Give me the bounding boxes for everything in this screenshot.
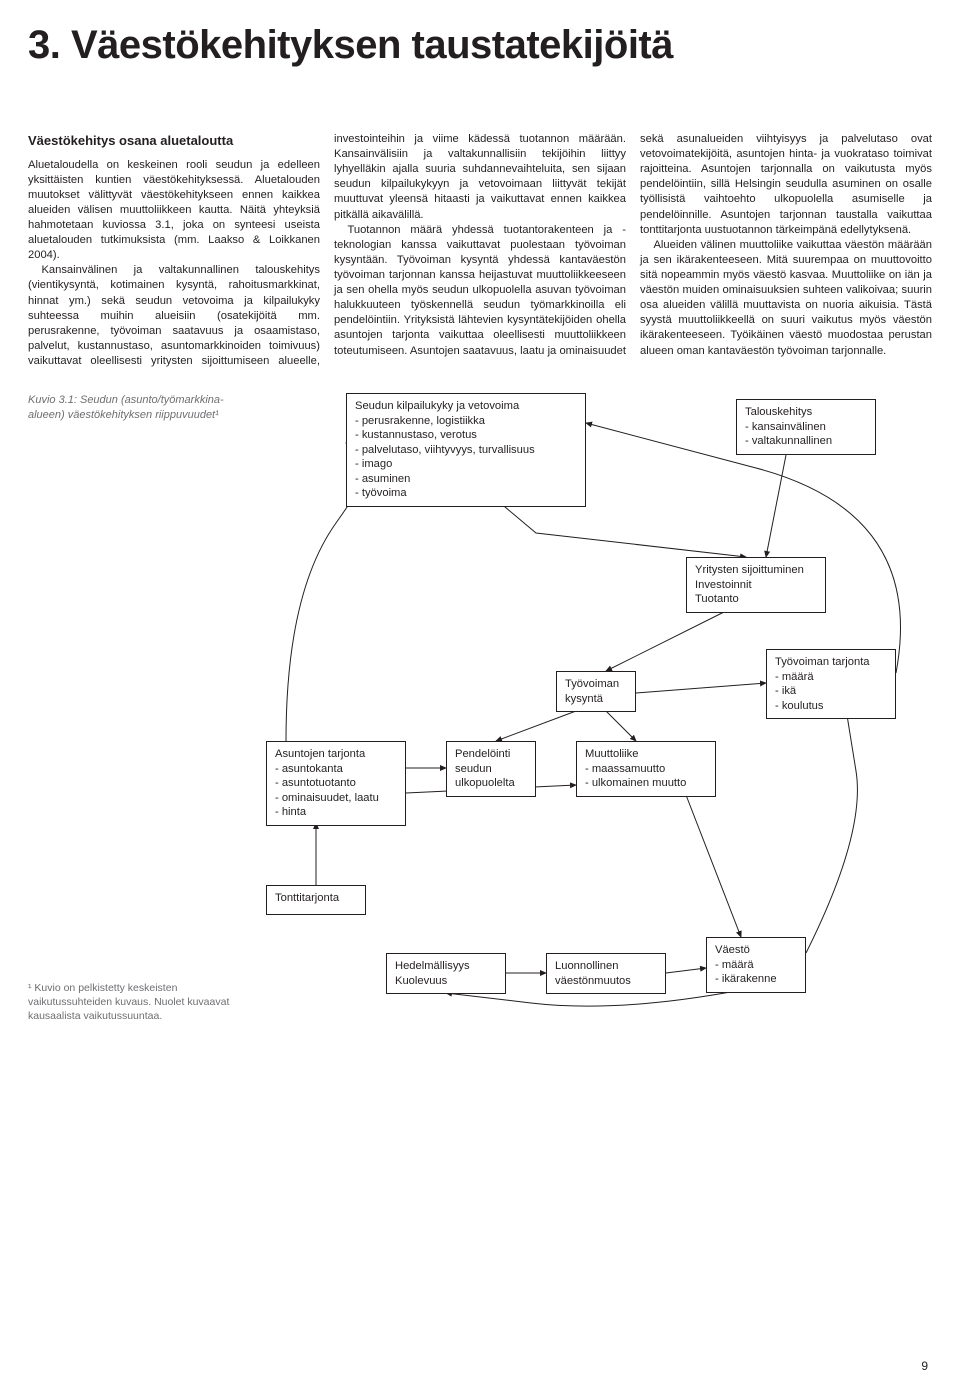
diagram-edge <box>606 611 726 671</box>
flowchart-diagram: Seudun kilpailukyky ja vetovoima - perus… <box>266 393 932 1023</box>
figure-caption: Kuvio 3.1: Seudun (asunto/työmarkkina-al… <box>28 393 248 423</box>
diagram-node: Talouskehitys - kansainvälinen - valtaku… <box>736 399 876 455</box>
diagram-edge <box>606 711 636 741</box>
subheading: Väestökehitys osana aluetaloutta <box>28 132 320 150</box>
diagram-edge <box>806 709 857 953</box>
diagram-edge <box>586 423 901 673</box>
diagram-node: Yritysten sijoittuminen Investoinnit Tuo… <box>686 557 826 613</box>
diagram-node: Muuttoliike - maassamuutto - ulkomainen … <box>576 741 716 797</box>
diagram-node: Väestö - määrä - ikärakenne <box>706 937 806 993</box>
diagram-edge <box>636 683 766 693</box>
body-text: Aluetaloudella on keskeinen rooli seudun… <box>28 132 932 369</box>
diagram-node: Työvoiman tarjonta - määrä - ikä - koulu… <box>766 649 896 719</box>
diagram-node: Työvoiman kysyntä <box>556 671 636 712</box>
diagram-node: Seudun kilpailukyky ja vetovoima - perus… <box>346 393 586 507</box>
diagram-edge <box>686 795 741 937</box>
footnote: ¹ Kuvio on pelkistetty keskeisten vaikut… <box>28 981 248 1024</box>
diagram-node: Hedelmällisyys Kuolevuus <box>386 953 506 994</box>
diagram-node: Luonnollinen väestönmuutos <box>546 953 666 994</box>
page-number: 9 <box>921 1358 928 1374</box>
body-columns: Väestökehitys osana aluetaloutta Aluetal… <box>28 132 932 369</box>
diagram-edge <box>496 711 576 741</box>
diagram-node: Pendelöinti seudun ulkopuolelta <box>446 741 536 797</box>
diagram-edge <box>666 968 706 973</box>
body-paragraph: Alueiden välinen muuttoliike vaikuttaa v… <box>640 238 932 359</box>
page-title: 3. Väestökehityksen taustatekijöitä <box>28 18 932 72</box>
diagram-node: Tonttitarjonta <box>266 885 366 915</box>
diagram-node: Asuntojen tarjonta - asuntokanta - asunt… <box>266 741 406 826</box>
diagram-edge <box>766 455 786 557</box>
body-paragraph: Aluetaloudella on keskeinen rooli seudun… <box>28 158 320 264</box>
